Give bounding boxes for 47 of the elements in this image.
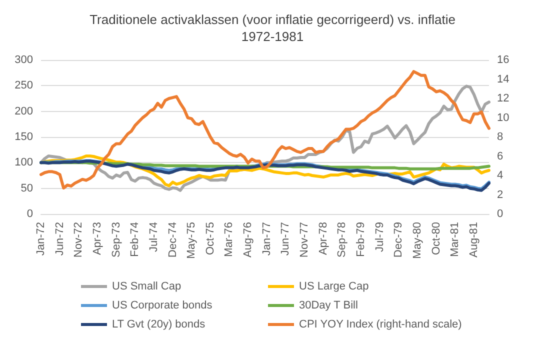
y2-tick-label: 16 <box>497 54 510 66</box>
legend-label: CPI YOY Index (right-hand scale) <box>299 318 462 330</box>
y2-tick-label: 10 <box>497 112 510 124</box>
y-tick-label: 300 <box>14 54 33 66</box>
chart-title: Traditionele activaklassen (voor inflatie gecorrigeerd) vs. inflatie 1972-1981 <box>90 12 456 44</box>
x-tick-label: Oct-75 <box>204 222 216 256</box>
x-tick-label: May-80 <box>411 222 424 259</box>
y2-tick-label: 8 <box>497 131 504 143</box>
x-tick-label: Jun-72 <box>54 222 66 256</box>
x-tick-label: Aug-76 <box>242 222 254 258</box>
y-tick-label: 250 <box>14 80 33 92</box>
x-tick-label: Aug-81 <box>468 222 480 258</box>
y-tick-label: 50 <box>20 182 33 194</box>
x-tick-label: Dec-74 <box>166 222 179 258</box>
legend-label: 30Day T Bill <box>299 300 358 312</box>
x-tick-label: Oct-80 <box>430 222 442 256</box>
legend-label: US Small Cap <box>112 280 182 292</box>
x-tick-label: Mar-76 <box>223 222 236 257</box>
y2-tick-label: 2 <box>497 188 504 201</box>
y-tick-label: 100 <box>14 156 33 169</box>
x-tick-label: Jul-79 <box>374 222 386 252</box>
x-tick-label: Jan-77 <box>260 222 273 256</box>
y2-tick-label: 6 <box>497 150 504 162</box>
y-tick-label: 150 <box>14 131 33 143</box>
x-tick-label: Jan-72 <box>35 222 47 256</box>
x-tick-label: Sep-78 <box>336 222 348 258</box>
x-tick-label: Apr-73 <box>91 222 104 256</box>
x-tick-label: Mar-81 <box>449 222 462 257</box>
x-tick-label: May-75 <box>186 222 198 259</box>
legend-label: US Corporate bonds <box>112 300 213 312</box>
y2-tick-label: 12 <box>497 92 510 104</box>
x-tick-label: Feb-74 <box>129 222 142 257</box>
x-tick-label: Jun-77 <box>280 222 292 256</box>
x-tick-label: Apr-78 <box>317 222 330 256</box>
y-tick-label: 0 <box>26 208 33 220</box>
legend-label: US Large Cap <box>299 280 369 292</box>
x-tick-label: Feb-79 <box>355 222 367 257</box>
y2-tick-label: 4 <box>497 170 504 182</box>
x-tick-label: Nov-72 <box>72 222 85 258</box>
x-tick-label: Jul-74 <box>148 222 160 252</box>
x-tick-label: Nov-77 <box>298 222 311 258</box>
y2-tick-label: 0 <box>497 208 504 220</box>
x-tick-label: Dec-79 <box>392 222 405 258</box>
y-tick-label: 200 <box>14 105 33 118</box>
y2-tick-label: 14 <box>497 73 510 86</box>
x-tick-label: Sep-73 <box>110 222 122 258</box>
legend-label: LT Gvt (20y) bonds <box>112 318 206 330</box>
